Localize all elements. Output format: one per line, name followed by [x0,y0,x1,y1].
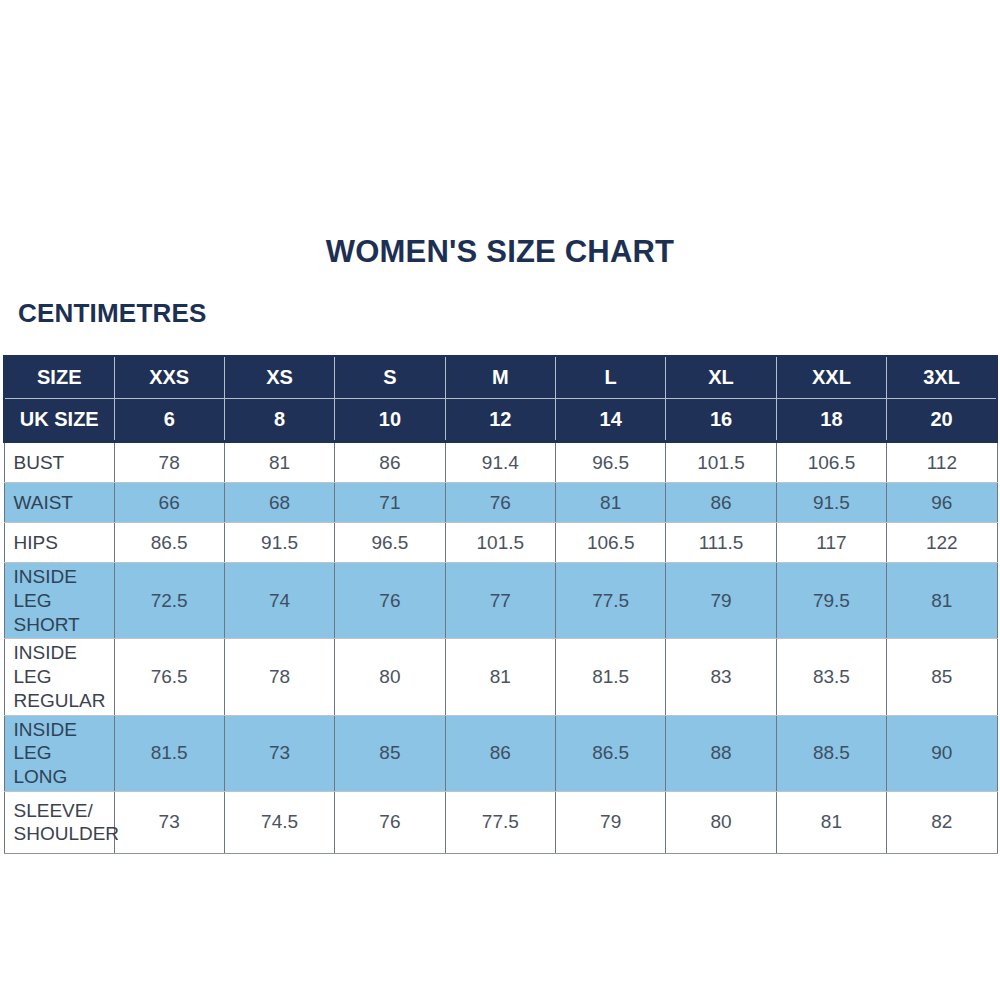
measurement-value-cell: 80 [335,639,445,715]
measurement-value-cell: 79.5 [776,563,886,639]
measurement-value-cell: 73 [224,715,334,791]
measurement-row: INSIDE LEG SHORT72.574767777.57979.581 [4,563,997,639]
measurement-value-cell: 86 [445,715,555,791]
measurement-value-cell: 86 [335,442,445,483]
measurement-value-cell: 81.5 [556,639,666,715]
measurement-value-cell: 73 [114,791,224,853]
measurement-value-cell: 86.5 [114,523,224,563]
measurement-value-cell: 76 [335,563,445,639]
uk-size-row-cell: 12 [445,399,555,442]
measurement-value-cell: 79 [666,563,776,639]
page-title: WOMEN'S SIZE CHART [0,234,1000,270]
measurement-value-cell: 106.5 [556,523,666,563]
size-header-row-label: SIZE [4,356,114,399]
measurement-value-cell: 81.5 [114,715,224,791]
measurement-row: SLEEVE/ SHOULDER7374.57677.579808182 [4,791,997,853]
measurement-row: BUST78818691.496.5101.5106.5112 [4,442,997,483]
uk-size-row-cell: 14 [556,399,666,442]
units-label: CENTIMETRES [18,298,1000,329]
measurement-value-cell: 71 [335,483,445,523]
measurement-row: INSIDE LEG LONG81.573858686.58888.590 [4,715,997,791]
size-chart-body: BUST78818691.496.5101.5106.5112WAIST6668… [4,442,997,854]
uk-size-row-label: UK SIZE [4,399,114,442]
measurement-row-label: INSIDE LEG REGULAR [4,639,114,715]
size-header-row-cell: XL [666,356,776,399]
uk-size-row-cell: 8 [224,399,334,442]
measurement-value-cell: 86 [666,483,776,523]
measurement-value-cell: 77.5 [445,791,555,853]
measurement-row-label: WAIST [4,483,114,523]
measurement-value-cell: 66 [114,483,224,523]
measurement-value-cell: 101.5 [445,523,555,563]
measurement-row-label: HIPS [4,523,114,563]
measurement-value-cell: 85 [335,715,445,791]
size-header-row-cell: M [445,356,555,399]
size-header-row-cell: XS [224,356,334,399]
measurement-row-label: INSIDE LEG LONG [4,715,114,791]
measurement-value-cell: 81 [224,442,334,483]
measurement-value-cell: 76 [445,483,555,523]
measurement-value-cell: 72.5 [114,563,224,639]
size-header-row-cell: L [556,356,666,399]
size-header-row-cell: 3XL [887,356,997,399]
uk-size-row-cell: 16 [666,399,776,442]
measurement-value-cell: 81 [776,791,886,853]
measurement-value-cell: 76 [335,791,445,853]
measurement-value-cell: 78 [114,442,224,483]
uk-size-row-cell: 10 [335,399,445,442]
measurement-value-cell: 77 [445,563,555,639]
measurement-row-label: BUST [4,442,114,483]
measurement-value-cell: 91.5 [224,523,334,563]
measurement-value-cell: 112 [887,442,997,483]
measurement-value-cell: 74 [224,563,334,639]
measurement-row-label: SLEEVE/ SHOULDER [4,791,114,853]
measurement-value-cell: 117 [776,523,886,563]
measurement-value-cell: 122 [887,523,997,563]
size-header-row-cell: S [335,356,445,399]
measurement-value-cell: 82 [887,791,997,853]
measurement-value-cell: 96 [887,483,997,523]
measurement-value-cell: 86.5 [556,715,666,791]
uk-size-row-cell: 18 [776,399,886,442]
measurement-value-cell: 111.5 [666,523,776,563]
measurement-value-cell: 74.5 [224,791,334,853]
measurement-value-cell: 96.5 [556,442,666,483]
measurement-value-cell: 88.5 [776,715,886,791]
measurement-value-cell: 106.5 [776,442,886,483]
measurement-value-cell: 91.5 [776,483,886,523]
measurement-value-cell: 80 [666,791,776,853]
measurement-row: INSIDE LEG REGULAR76.578808181.58383.585 [4,639,997,715]
measurement-value-cell: 78 [224,639,334,715]
measurement-value-cell: 85 [887,639,997,715]
measurement-value-cell: 81 [445,639,555,715]
measurement-value-cell: 96.5 [335,523,445,563]
size-chart-header: SIZEXXSXSSMLXLXXL3XLUK SIZE6810121416182… [4,356,997,442]
measurement-value-cell: 90 [887,715,997,791]
measurement-value-cell: 79 [556,791,666,853]
measurement-row-label: INSIDE LEG SHORT [4,563,114,639]
measurement-row: HIPS86.591.596.5101.5106.5111.5117122 [4,523,997,563]
measurement-value-cell: 81 [556,483,666,523]
size-header-row: SIZEXXSXSSMLXLXXL3XL [4,356,997,399]
size-header-row-cell: XXL [776,356,886,399]
measurement-value-cell: 91.4 [445,442,555,483]
measurement-value-cell: 88 [666,715,776,791]
measurement-value-cell: 76.5 [114,639,224,715]
measurement-value-cell: 77.5 [556,563,666,639]
size-chart-table: SIZEXXSXSSMLXLXXL3XLUK SIZE6810121416182… [3,355,998,854]
size-header-row-cell: XXS [114,356,224,399]
measurement-value-cell: 68 [224,483,334,523]
uk-size-row-cell: 6 [114,399,224,442]
measurement-value-cell: 101.5 [666,442,776,483]
measurement-row: WAIST66687176818691.596 [4,483,997,523]
uk-size-row-cell: 20 [887,399,997,442]
measurement-value-cell: 83 [666,639,776,715]
measurement-value-cell: 81 [887,563,997,639]
uk-size-row: UK SIZE68101214161820 [4,399,997,442]
measurement-value-cell: 83.5 [776,639,886,715]
